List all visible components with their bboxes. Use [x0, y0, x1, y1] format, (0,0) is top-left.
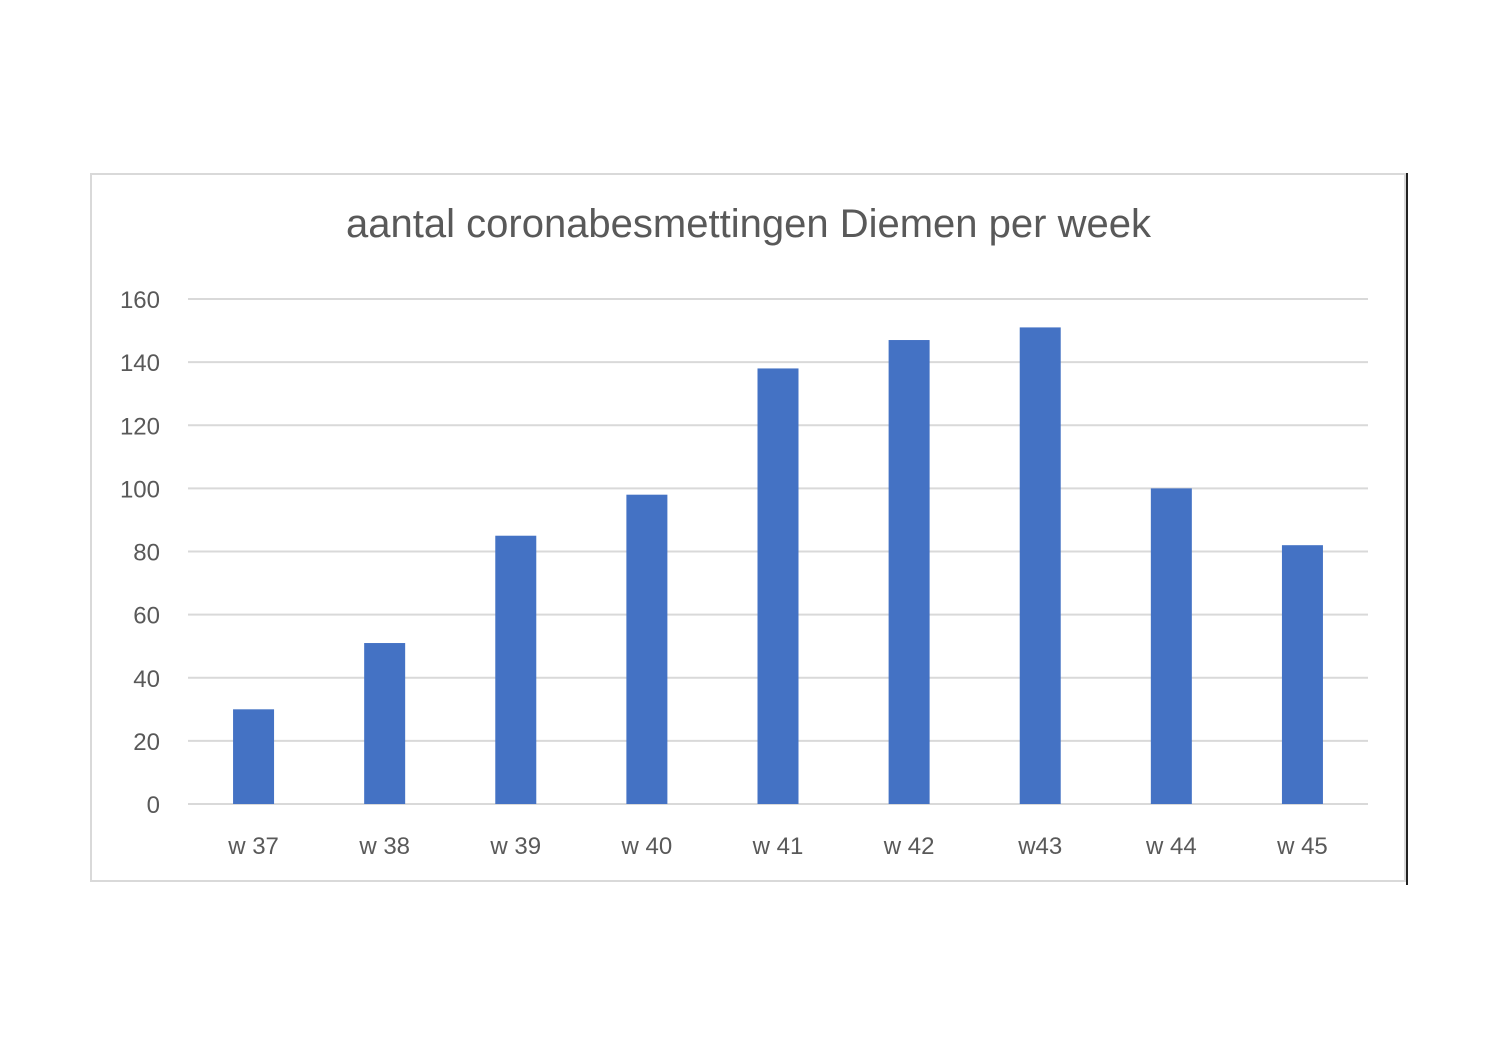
- y-tick-label: 80: [133, 540, 160, 567]
- bar: [1019, 327, 1061, 804]
- x-axis-labels: w 37 w 38 w 39 w 40 w 41 w 42 w43 w 44 w 45: [227, 833, 1328, 860]
- y-tick-label: 160: [120, 287, 160, 314]
- x-tick-label: w 45: [1276, 833, 1328, 860]
- bars: [233, 327, 1323, 804]
- x-tick-label: w43: [1017, 833, 1062, 860]
- y-tick-label: 60: [133, 603, 160, 630]
- x-tick-label: w 38: [358, 833, 410, 860]
- y-tick-label: 40: [133, 666, 160, 693]
- bar: [1150, 488, 1192, 804]
- bar: [888, 340, 930, 804]
- x-tick-label: w 42: [883, 833, 935, 860]
- y-tick-label: 120: [120, 413, 160, 440]
- bar: [757, 368, 799, 804]
- frame-edge: [1406, 173, 1408, 885]
- bar: [1281, 545, 1323, 804]
- x-tick-label: w 37: [227, 833, 279, 860]
- y-tick-label: 100: [120, 476, 160, 503]
- y-tick-label: 20: [133, 729, 160, 756]
- x-tick-label: w 41: [752, 833, 804, 860]
- bar: [364, 643, 406, 804]
- chart-title: aantal coronabesmettingen Diemen per wee…: [346, 202, 1151, 246]
- y-axis-labels: 0 20 40 60 80 100 120 140 160: [120, 287, 160, 819]
- x-tick-label: w 44: [1145, 833, 1197, 860]
- bar: [233, 709, 275, 804]
- y-tick-label: 140: [120, 350, 160, 377]
- bar: [626, 494, 668, 804]
- bar: [495, 535, 537, 804]
- x-tick-label: w 39: [489, 833, 541, 860]
- y-tick-label: 0: [147, 792, 160, 819]
- x-tick-label: w 40: [621, 833, 673, 860]
